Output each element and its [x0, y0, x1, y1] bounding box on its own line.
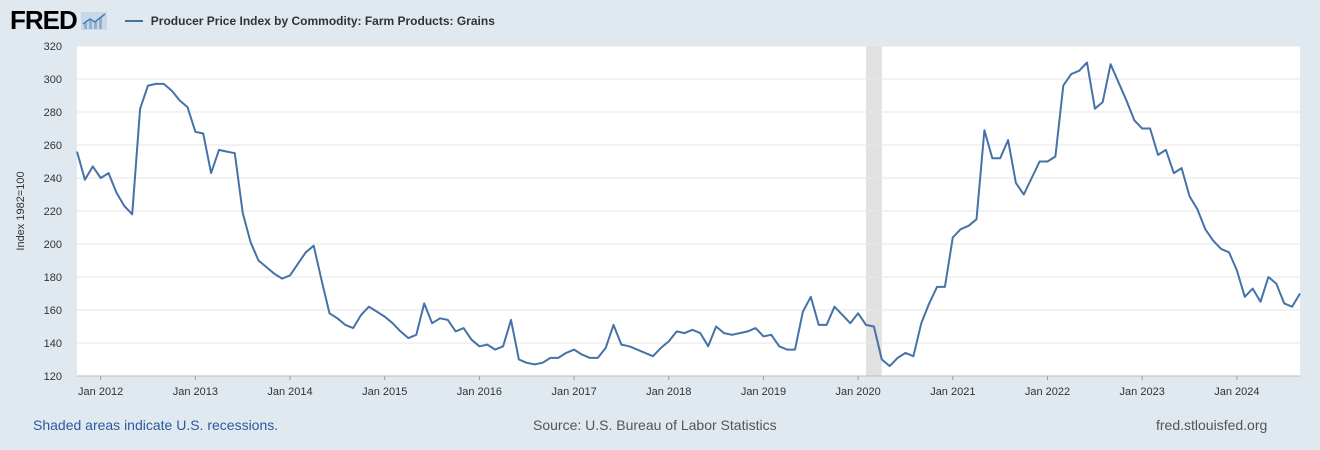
x-tick-label: Jan 2022: [1025, 386, 1070, 398]
grid-layer: [77, 45, 1300, 344]
y-tick-label: 300: [44, 74, 62, 86]
x-axis-ticks: Jan 2012 Jan 2013 Jan 2014 Jan 2015 Jan 2016…: [77, 375, 1300, 398]
y-tick-label: 140: [44, 338, 62, 350]
x-tick-label: Jan 2024: [1214, 386, 1259, 398]
site-link[interactable]: fred.stlouisfed.org: [1156, 417, 1268, 433]
x-tick-label: Jan 2021: [930, 386, 975, 398]
x-tick-label: Jan 2015: [362, 386, 407, 398]
y-tick-label: 240: [44, 173, 62, 185]
y-tick-label: 280: [44, 107, 62, 119]
x-tick-label: Jan 2018: [646, 386, 691, 398]
series-line[interactable]: [76, 61, 1301, 368]
legend-swatch: [124, 20, 143, 22]
x-tick-label: Jan 2017: [551, 386, 596, 398]
recession-note-link[interactable]: Shaded areas indicate U.S. recessions.: [33, 417, 279, 433]
y-tick-label: 180: [44, 272, 62, 284]
line-chart[interactable]: 120 140 160 180 200 220 240 260 280 300 320 Jan 20…: [0, 0, 1320, 410]
x-tick-label: Jan 2020: [836, 386, 881, 398]
source-text: Source: U.S. Bureau of Labor Statistics: [533, 417, 777, 433]
x-tick-label: Jan 2019: [741, 386, 786, 398]
x-tick-label: Jan 2016: [457, 386, 502, 398]
x-tick-label: Jan 2013: [173, 386, 218, 398]
series-layer: [76, 61, 1301, 368]
fred-logo[interactable]: FRED: [10, 4, 78, 35]
y-tick-label: 220: [44, 206, 62, 218]
y-tick-label: 160: [44, 305, 62, 317]
x-tick-label: Jan 2023: [1120, 386, 1165, 398]
y-axis-label: Index 1982=100: [15, 171, 27, 250]
x-tick-label: Jan 2014: [267, 386, 312, 398]
y-tick-label: 320: [44, 41, 62, 53]
chart-legend[interactable]: Producer Price Index by Commodity: Farm …: [124, 14, 495, 28]
y-tick-label: 200: [44, 239, 62, 251]
fred-graph-icon: [80, 12, 107, 30]
chart-header: FRED Producer Price Index by Commodity: …: [10, 4, 495, 35]
x-tick-label: Jan 2012: [78, 386, 123, 398]
y-axis-ticks: 120 140 160 180 200 220 240 260 280 300 320: [44, 41, 62, 383]
legend-label: Producer Price Index by Commodity: Farm …: [150, 14, 495, 28]
y-tick-label: 120: [44, 371, 62, 383]
y-tick-label: 260: [44, 140, 62, 152]
